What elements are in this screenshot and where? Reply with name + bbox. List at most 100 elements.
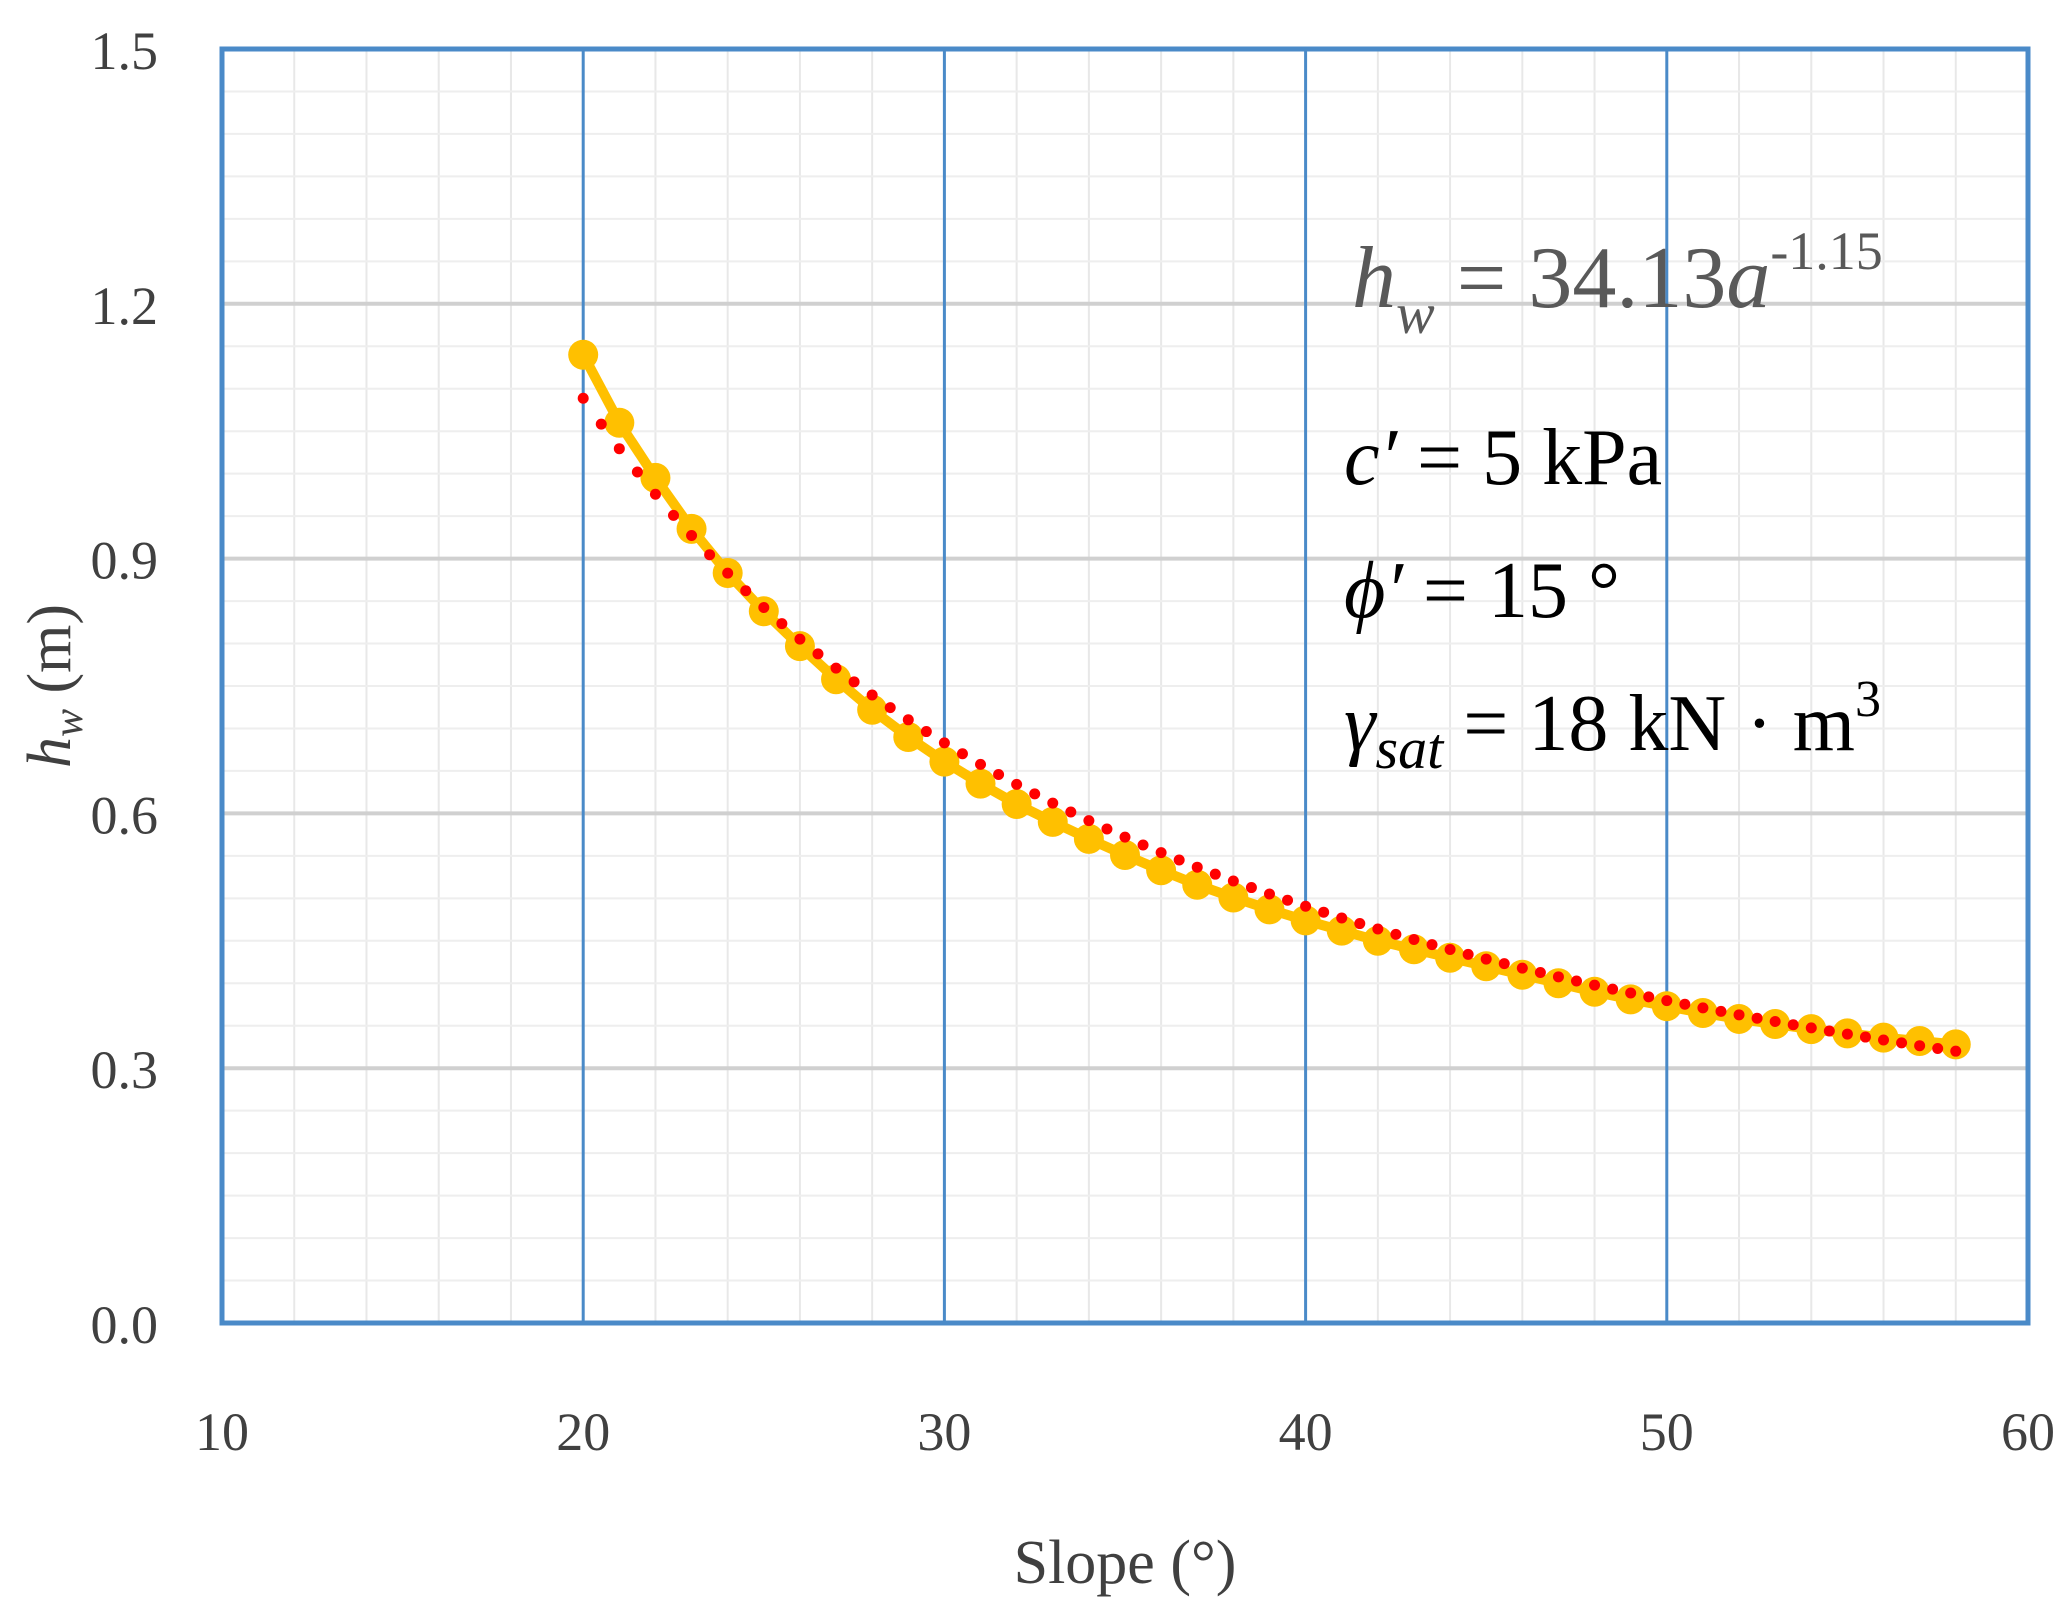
x-tick-label: 50 (1640, 1402, 1694, 1462)
trendline-dot (1011, 778, 1023, 790)
trendline-dot (1047, 797, 1059, 809)
data-point (1254, 894, 1285, 925)
trendline-dot (1950, 1045, 1962, 1057)
trendline-dot (956, 748, 968, 760)
trendline-dot (1534, 967, 1546, 979)
data-point (640, 462, 671, 493)
data-point (965, 768, 996, 799)
data-point (1362, 925, 1393, 956)
trendline-dot (613, 443, 625, 455)
minor-gridlines (222, 49, 2028, 1323)
trendline-dot (1679, 998, 1691, 1010)
y-axis-title-main: h (16, 737, 84, 768)
trendline-dot (1589, 979, 1601, 991)
data-point (1073, 823, 1104, 854)
equation-rhs: = 34.13 (1435, 230, 1727, 327)
trendline-dot (1571, 975, 1582, 987)
series-markers (568, 339, 1971, 1060)
x-tick-label: 10 (195, 1402, 249, 1462)
trendline-dot (866, 689, 878, 701)
data-point (568, 339, 599, 370)
x-tick-label: 60 (2001, 1402, 2055, 1462)
trendline-dot (1173, 854, 1185, 866)
y-tick-label: 0.3 (91, 1040, 159, 1100)
data-point (893, 721, 924, 752)
trendline-dot (1769, 1015, 1781, 1027)
y-tick-label: 0.9 (91, 531, 159, 591)
trendline-dot (1263, 888, 1275, 900)
data-point (821, 664, 852, 695)
unit-weight-symbol: γ (1344, 680, 1378, 768)
trendline-dot (938, 737, 950, 749)
trendline-dot (1787, 1019, 1799, 1031)
x-tick-label: 40 (1279, 1402, 1333, 1462)
equation-lhs-sub: w (1396, 281, 1435, 346)
data-point (1543, 968, 1574, 999)
trendline-dot (1859, 1031, 1871, 1043)
x-tick-labels: 10 20 30 40 50 60 (195, 1402, 2055, 1462)
trendline-dot (577, 392, 589, 404)
data-point (857, 694, 888, 725)
trendline-dot (1119, 831, 1131, 843)
cohesion-annotation: c′ = 5 kPa (1344, 414, 1662, 502)
trendline-dot (993, 769, 1005, 781)
equation-var: a (1726, 230, 1770, 327)
trendline-dot (631, 466, 643, 478)
data-point (1435, 942, 1466, 973)
trendline-dot (1516, 962, 1528, 974)
trendline-dot (740, 585, 752, 597)
trendline-dot (975, 758, 987, 770)
trendline-dot (1498, 958, 1510, 970)
trendline-dot (1697, 1002, 1709, 1014)
trendline (577, 392, 1962, 1057)
major-gridlines (222, 49, 2028, 1323)
y-axis-title-unit: (m) (16, 604, 84, 709)
data-point (1651, 991, 1682, 1022)
y-axis-title: hw (m) (16, 604, 92, 768)
data-point (1398, 934, 1429, 965)
unit-weight-value: = 18 kN · m (1443, 680, 1855, 768)
data-point (1326, 915, 1357, 946)
equation-lhs: h (1352, 230, 1396, 327)
x-tick-label: 30 (917, 1402, 971, 1462)
trendline-dot (1661, 995, 1673, 1007)
trendline-dot (1932, 1042, 1944, 1054)
trendline-dot (1101, 823, 1113, 835)
trendline-dot (1823, 1025, 1835, 1037)
friction-value: = 15 ° (1403, 547, 1620, 635)
trendline-dot (1625, 987, 1637, 999)
trendline-dot (1878, 1034, 1890, 1046)
trendline-dot (1029, 788, 1041, 800)
trendline-dot (1065, 806, 1077, 818)
trendline-dot (884, 702, 896, 714)
trendline-dot (668, 509, 679, 521)
y-tick-labels: 0.0 0.3 0.6 0.9 1.2 1.5 (91, 21, 159, 1355)
data-point (1290, 905, 1321, 936)
trendline-dot (1444, 944, 1456, 956)
trendline-dot (1751, 1012, 1763, 1024)
y-tick-label: 1.5 (91, 21, 159, 81)
friction-annotation: ϕ′ = 15 ° (1344, 547, 1620, 635)
trendline-dot (1282, 894, 1294, 906)
trendline-dot (1390, 928, 1402, 940)
y-tick-label: 0.6 (91, 785, 159, 845)
trendline-dot (1607, 983, 1619, 995)
trendline-dot (595, 418, 607, 430)
trendline-dot (1336, 912, 1348, 924)
unit-weight-sup: 3 (1855, 671, 1881, 728)
x-axis-title: Slope (°) (1014, 1529, 1237, 1597)
trendline-dot (1155, 847, 1167, 859)
trendline-dot (1896, 1037, 1908, 1049)
data-point (1940, 1029, 1971, 1060)
data-point (1037, 806, 1068, 837)
trendline-dot (1083, 815, 1095, 827)
trendline-dot (1372, 923, 1384, 935)
equation-annotation: hw = 34.13a-1.15 (1352, 221, 1883, 346)
trendline-dot (649, 488, 661, 500)
y-axis-title-sub: w (46, 709, 92, 737)
trendline-dot (1715, 1005, 1727, 1017)
data-point (929, 746, 960, 777)
trendline-dot (1227, 875, 1239, 887)
data-point (1146, 855, 1177, 886)
